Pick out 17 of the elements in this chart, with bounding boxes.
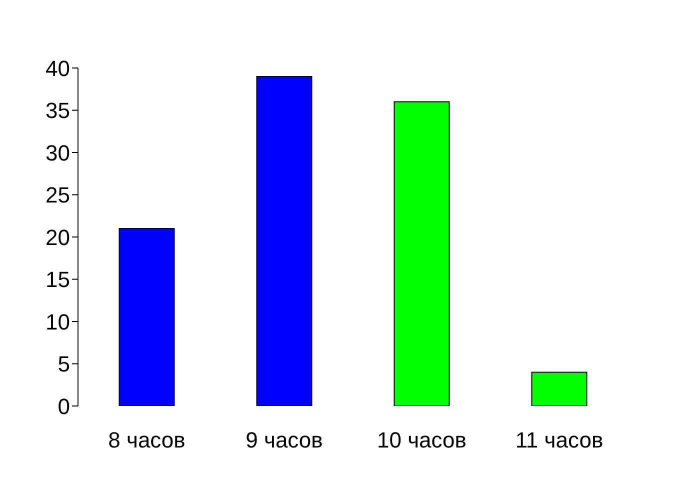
x-tick-label: 9 часов <box>246 428 323 453</box>
bar <box>531 372 588 406</box>
x-tick-label: 10 часов <box>377 428 466 453</box>
bar <box>394 101 450 406</box>
y-tick-label: 0 <box>58 394 70 419</box>
x-tick-label: 11 часов <box>515 428 604 453</box>
y-tick-label: 25 <box>46 182 70 208</box>
y-tick-label: 35 <box>46 98 70 124</box>
bar <box>256 76 312 406</box>
x-tick-label: 8 часов <box>108 428 186 453</box>
y-tick-label: 40 <box>46 56 70 81</box>
bar <box>118 228 175 406</box>
y-tick-label: 20 <box>46 224 70 250</box>
y-tick-label: 5 <box>58 352 70 377</box>
y-tick-label: 15 <box>46 267 70 292</box>
y-tick-label: 30 <box>46 140 70 166</box>
y-tick-label: 10 <box>46 309 70 334</box>
